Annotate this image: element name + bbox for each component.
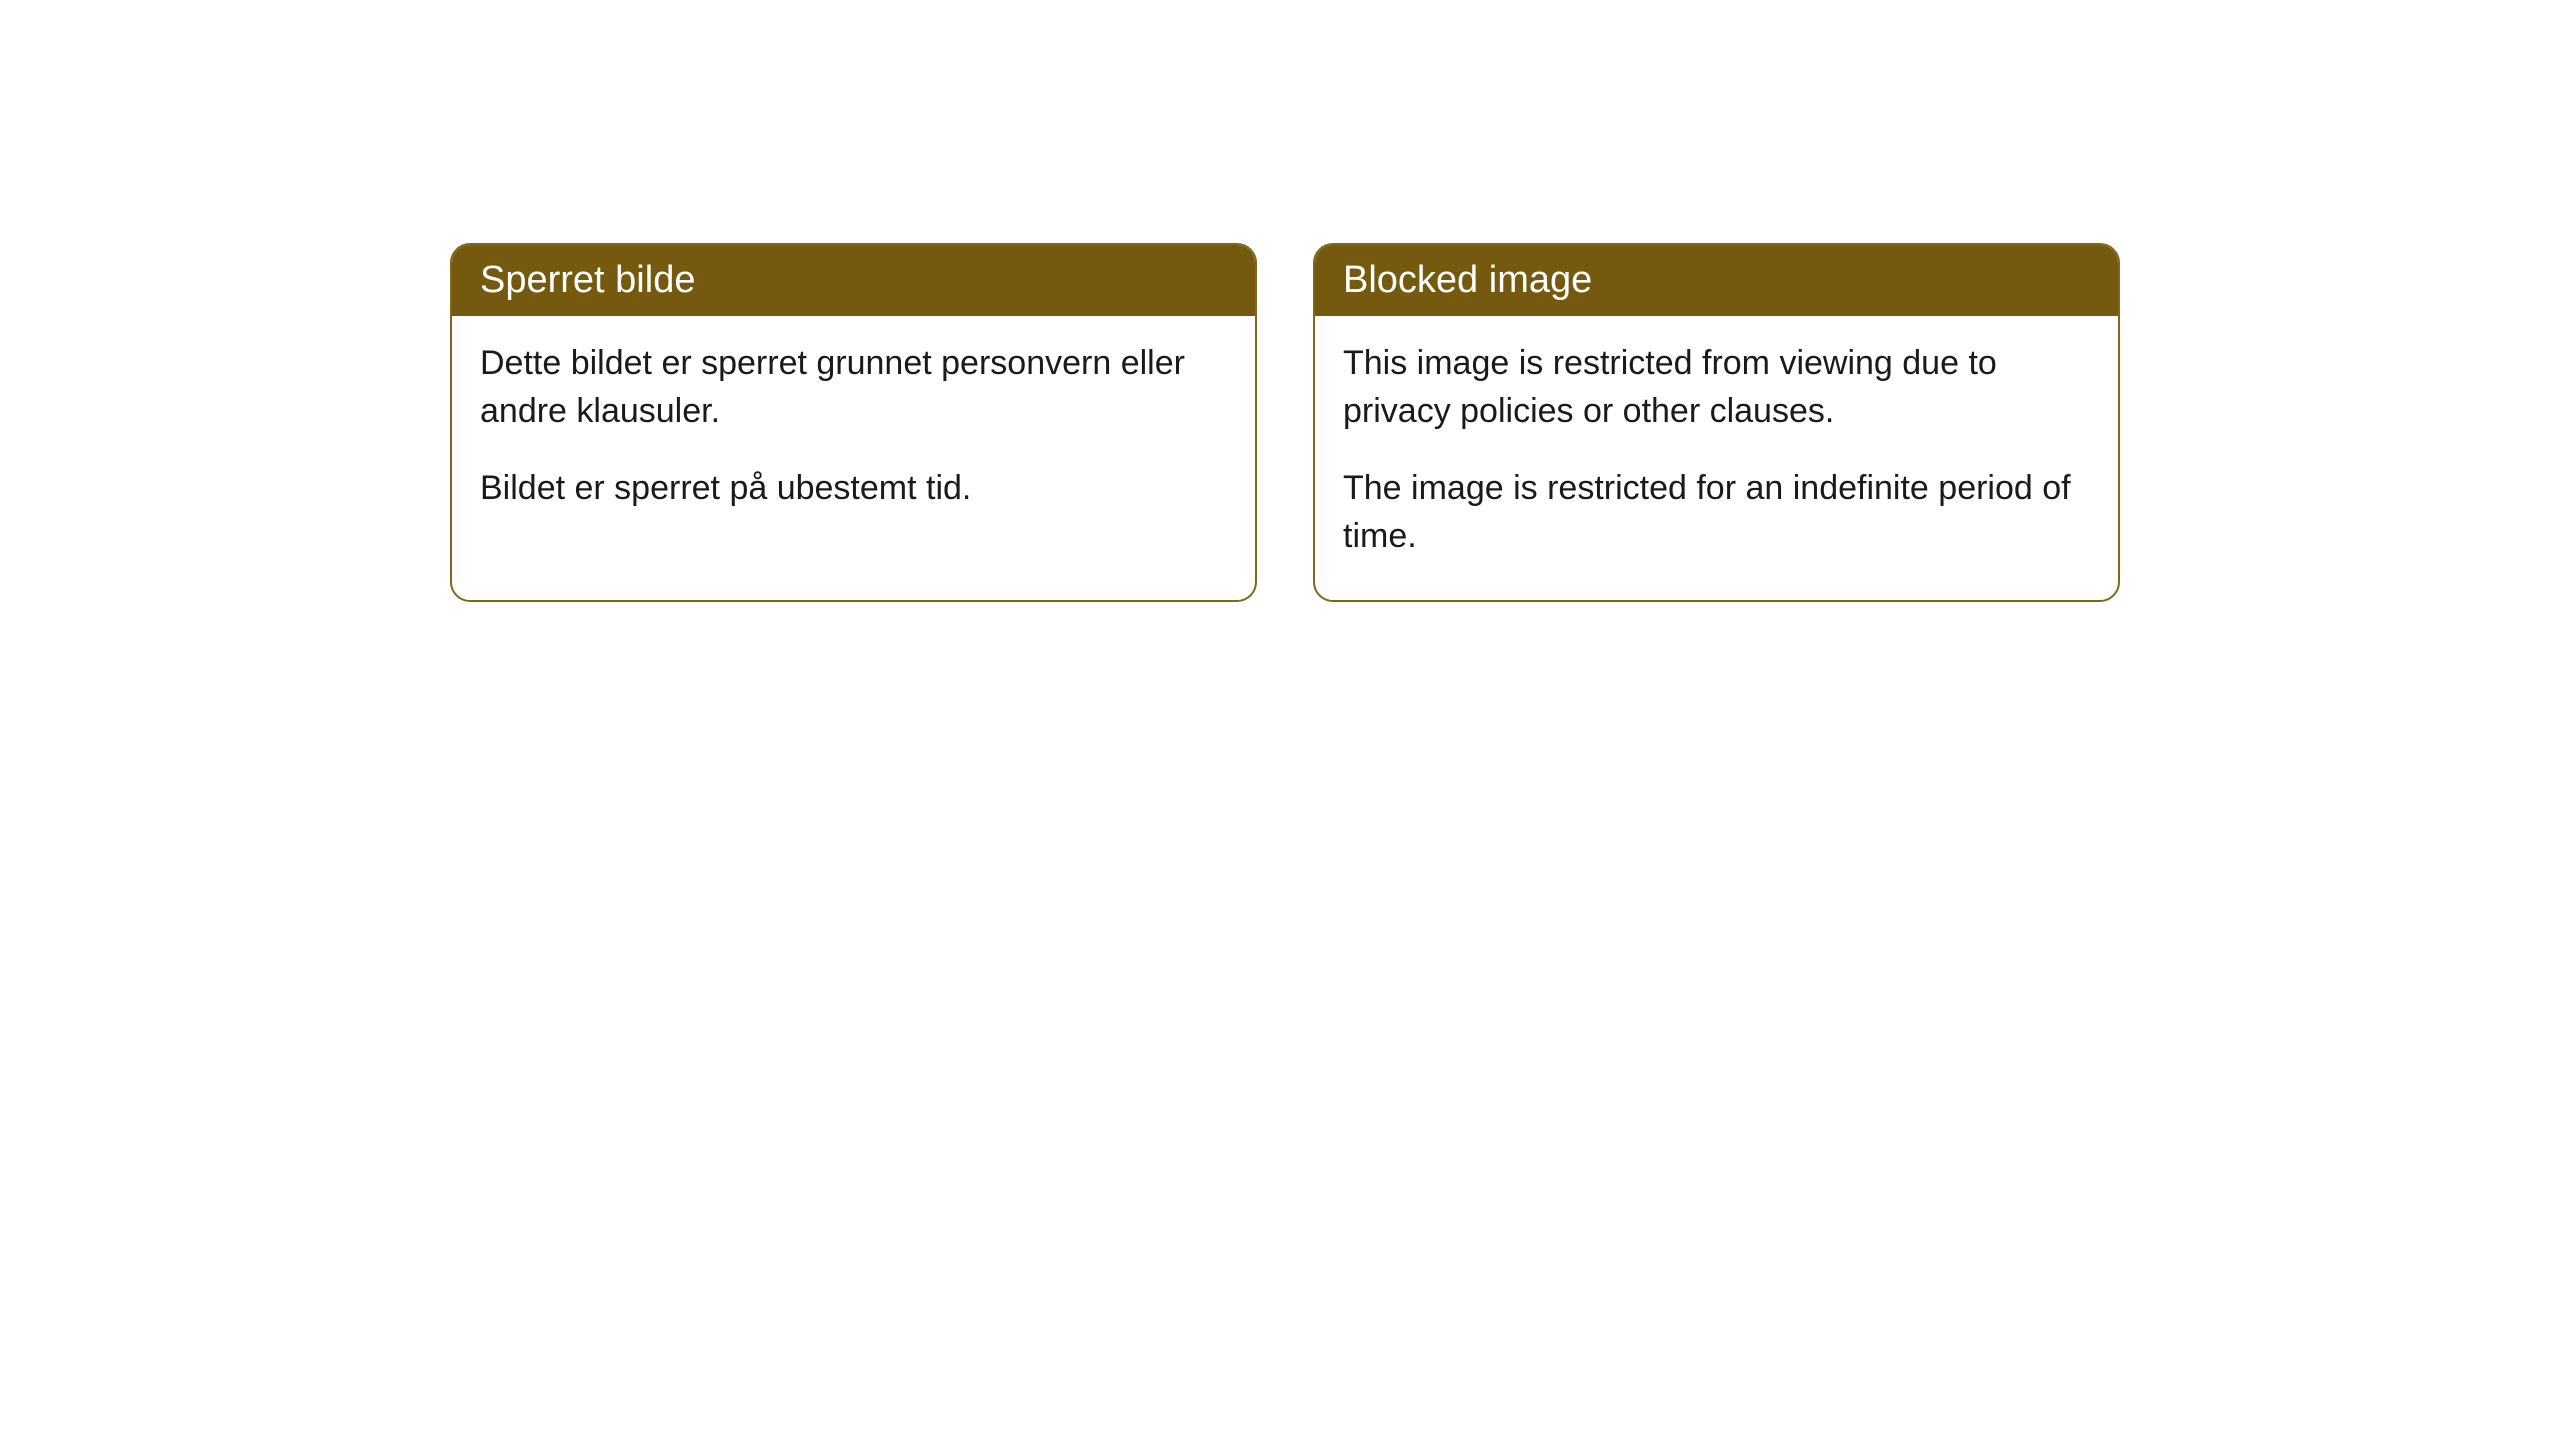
card-title: Blocked image <box>1343 259 1592 301</box>
card-text-1: This image is restricted from viewing du… <box>1343 340 2090 435</box>
blocked-image-card-english: Blocked image This image is restricted f… <box>1313 243 2120 602</box>
card-body: Dette bildet er sperret grunnet personve… <box>452 316 1255 553</box>
card-body: This image is restricted from viewing du… <box>1315 316 2118 600</box>
notice-cards-container: Sperret bilde Dette bildet er sperret gr… <box>450 243 2120 602</box>
blocked-image-card-norwegian: Sperret bilde Dette bildet er sperret gr… <box>450 243 1257 602</box>
card-text-1: Dette bildet er sperret grunnet personve… <box>480 340 1227 435</box>
card-title: Sperret bilde <box>480 259 695 301</box>
card-header: Sperret bilde <box>452 245 1255 316</box>
card-text-2: Bildet er sperret på ubestemt tid. <box>480 465 1227 513</box>
card-header: Blocked image <box>1315 245 2118 316</box>
card-text-2: The image is restricted for an indefinit… <box>1343 465 2090 560</box>
